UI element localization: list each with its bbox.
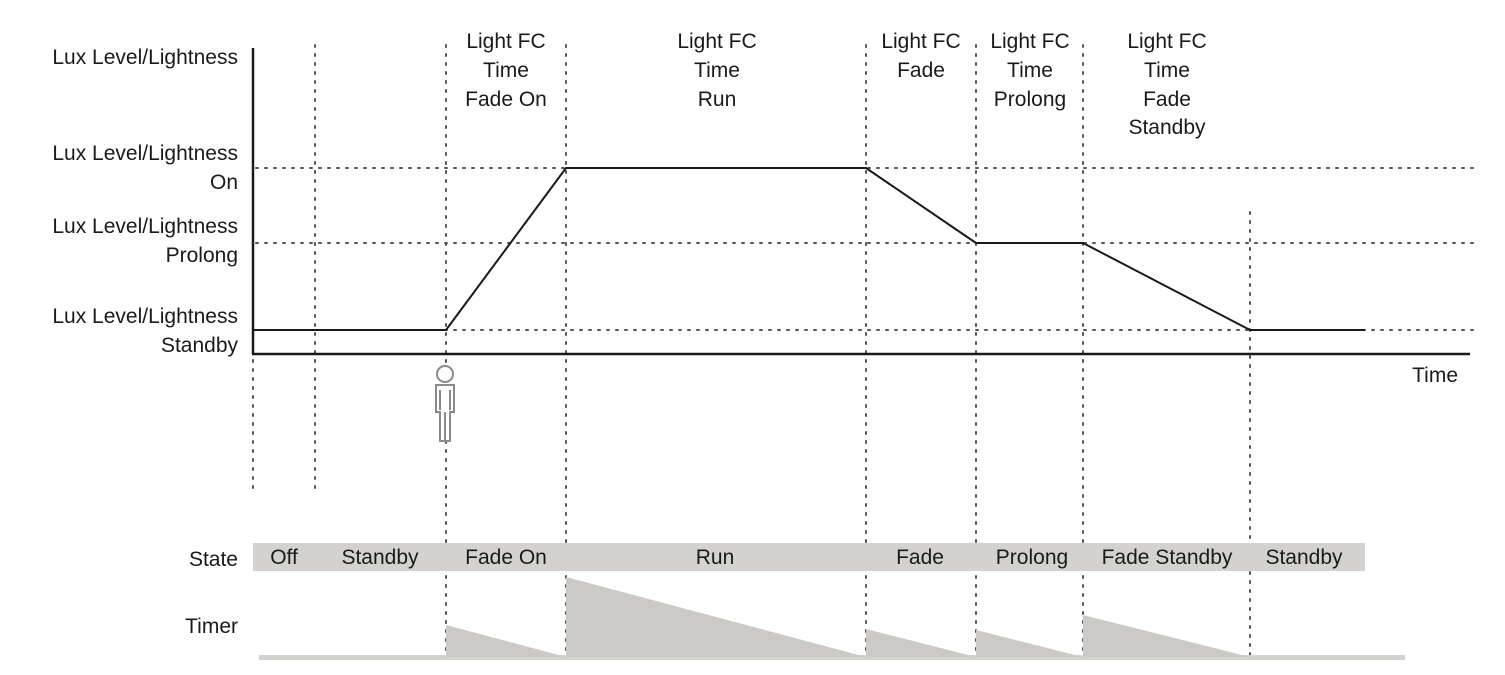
phase-header-line: Fade: [897, 59, 945, 82]
state-row-label: State: [189, 548, 238, 571]
phase-header-line: Fade On: [465, 88, 547, 111]
state-off: Off: [270, 546, 298, 569]
timer-ramp-fade-on: [446, 625, 566, 657]
state-band: [253, 543, 1365, 571]
phase-header-line: Light FC: [677, 30, 756, 53]
phase-header-line: Time: [1144, 59, 1190, 82]
x-axis-label: Time: [1412, 364, 1458, 387]
phase-header-line: Prolong: [994, 88, 1066, 111]
phase-header-line: Light FC: [990, 30, 1069, 53]
state-prolong: Prolong: [996, 546, 1068, 569]
level-standby-label-line1: Lux Level/Lightness: [52, 305, 238, 328]
person-icon: [435, 365, 455, 442]
state-labels: Off Standby Fade On Run Fade Prolong Fad…: [270, 546, 1343, 569]
phase-header-line: Light FC: [881, 30, 960, 53]
timer-ramp-run: [566, 577, 866, 657]
timer-ramp-prolong: [976, 630, 1083, 657]
phase-boundaries: [252, 44, 1251, 656]
phase-header-line: Light FC: [466, 30, 545, 53]
timer-ramps: [446, 577, 1250, 657]
phase-header-line: Time: [1007, 59, 1053, 82]
level-on-label-line2: On: [210, 171, 238, 194]
timer-ramp-fade: [866, 629, 976, 657]
timer-row-label: Timer: [185, 615, 238, 638]
state-fade-standby: Fade Standby: [1102, 546, 1233, 569]
timer-ramp-fade-standby: [1083, 615, 1250, 657]
phase-header-fade: Light FC Fade: [881, 30, 960, 82]
phase-header-line: Standby: [1128, 116, 1206, 139]
state-fade-on: Fade On: [465, 546, 547, 569]
phase-header-fade-standby: Light FC Time Fade Standby: [1127, 30, 1206, 139]
state-run: Run: [696, 546, 735, 569]
lux-level-curve: [253, 167, 1365, 331]
level-prolong-label-line1: Lux Level/Lightness: [52, 215, 238, 238]
state-standby: Standby: [341, 546, 419, 569]
phase-header-line: Run: [698, 88, 737, 111]
timer-baseline: [259, 655, 1405, 660]
phase-header-run: Light FC Time Run: [677, 30, 756, 111]
phase-header-line: Time: [694, 59, 740, 82]
level-standby-label-line2: Standby: [161, 334, 239, 357]
phase-header-line: Fade: [1143, 88, 1191, 111]
phase-header-line: Time: [483, 59, 529, 82]
phase-header-prolong: Light FC Time Prolong: [990, 30, 1069, 111]
phase-header-fade-on: Light FC Time Fade On: [465, 30, 547, 111]
level-prolong-label-line2: Prolong: [166, 244, 238, 267]
phase-header-line: Light FC: [1127, 30, 1206, 53]
state-standby-end: Standby: [1265, 546, 1343, 569]
level-on-label-line1: Lux Level/Lightness: [52, 142, 238, 165]
y-axis-label: Lux Level/Lightness: [52, 46, 238, 69]
state-fade: Fade: [896, 546, 944, 569]
